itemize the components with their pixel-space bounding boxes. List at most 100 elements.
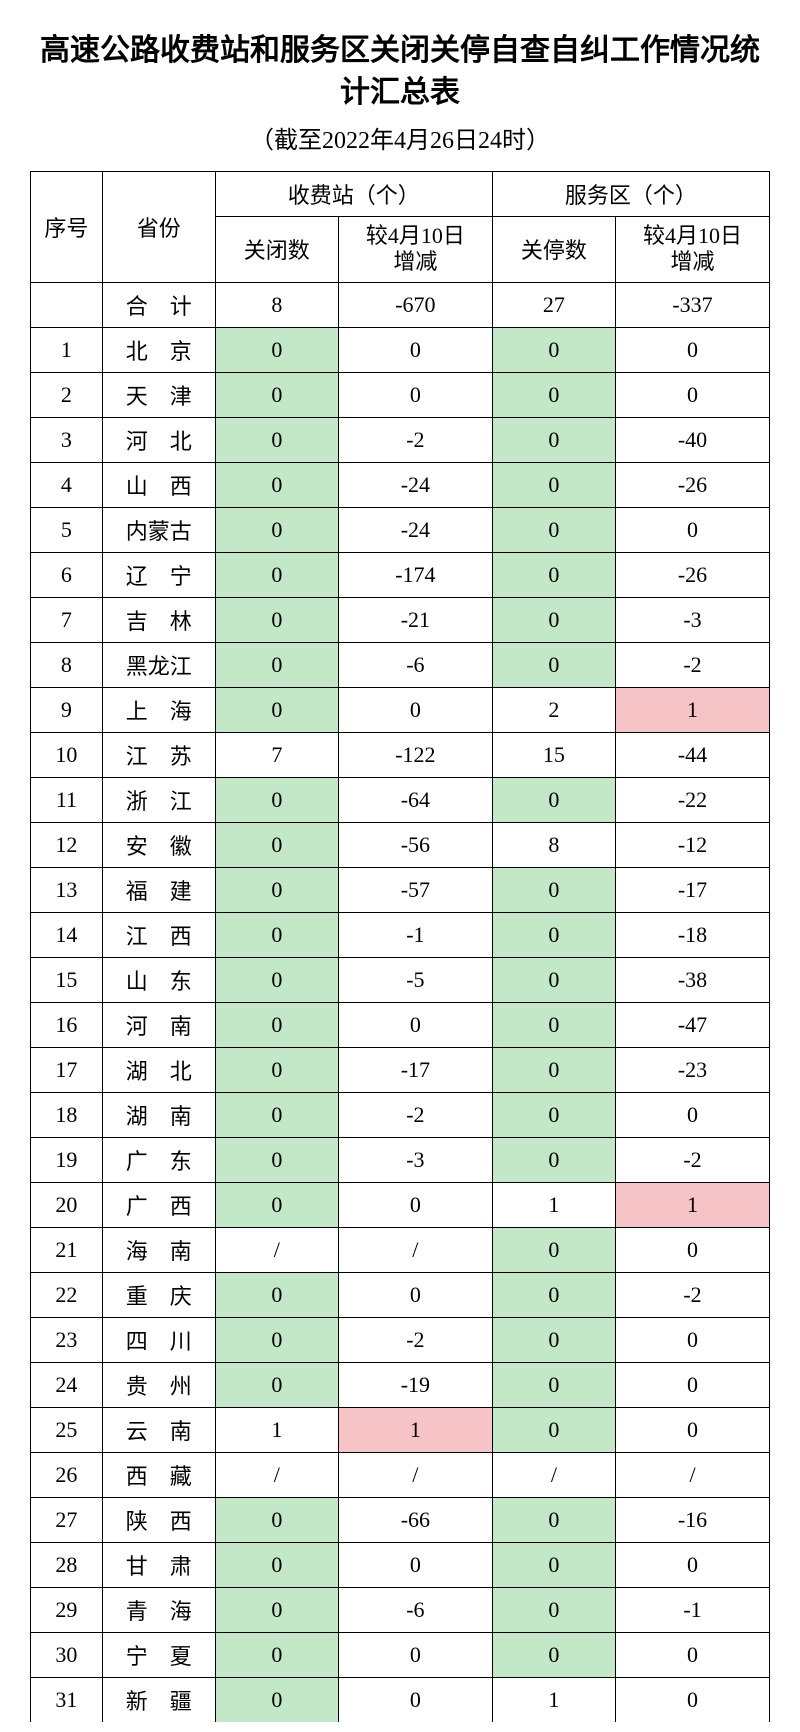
cell-toll-closed: 0 (215, 822, 338, 867)
cell-svc-closed: / (492, 1452, 615, 1497)
cell-toll-delta: 1 (338, 1407, 492, 1452)
cell-toll-closed: 0 (215, 1497, 338, 1542)
cell-province: 广 西 (102, 1182, 215, 1227)
table-row: 21海 南//00 (31, 1227, 770, 1272)
cell-svc-closed: 8 (492, 822, 615, 867)
cell-svc-closed: 0 (492, 597, 615, 642)
table-row: 12安 徽0-568-12 (31, 822, 770, 867)
cell-svc-delta: 0 (616, 1632, 770, 1677)
cell-toll-delta: -2 (338, 1317, 492, 1362)
table-row: 22重 庆000-2 (31, 1272, 770, 1317)
cell-toll-delta: 0 (338, 1632, 492, 1677)
cell-toll-delta: -6 (338, 1587, 492, 1632)
cell-toll-closed: / (215, 1227, 338, 1272)
cell-svc-delta: 0 (616, 1407, 770, 1452)
cell-toll-delta: -19 (338, 1362, 492, 1407)
cell-svc-delta: -22 (616, 777, 770, 822)
cell-toll-delta: 0 (338, 1272, 492, 1317)
cell-svc-closed: 15 (492, 732, 615, 777)
cell-province: 福 建 (102, 867, 215, 912)
total-toll-delta: -670 (338, 282, 492, 327)
header-svc-delta-l1: 较4月10日 (643, 223, 742, 248)
cell-svc-closed: 1 (492, 1182, 615, 1227)
cell-toll-closed: 0 (215, 1272, 338, 1317)
cell-svc-closed: 0 (492, 417, 615, 462)
cell-idx: 30 (31, 1632, 103, 1677)
total-toll-closed: 8 (215, 282, 338, 327)
cell-toll-delta: 0 (338, 1677, 492, 1722)
cell-toll-closed: 0 (215, 1002, 338, 1047)
cell-idx: 3 (31, 417, 103, 462)
table-row: 14江 西0-10-18 (31, 912, 770, 957)
cell-svc-delta: -44 (616, 732, 770, 777)
cell-province: 江 西 (102, 912, 215, 957)
cell-svc-closed: 0 (492, 1542, 615, 1587)
cell-svc-delta: -2 (616, 1137, 770, 1182)
cell-toll-delta: -3 (338, 1137, 492, 1182)
table-row: 4山 西0-240-26 (31, 462, 770, 507)
cell-svc-delta: -12 (616, 822, 770, 867)
cell-idx: 10 (31, 732, 103, 777)
cell-toll-closed: 0 (215, 1362, 338, 1407)
total-row: 合 计 8 -670 27 -337 (31, 282, 770, 327)
table-body: 合 计 8 -670 27 -337 1北 京00002天 津00003河 北0… (31, 282, 770, 1722)
cell-svc-closed: 0 (492, 507, 615, 552)
cell-toll-delta: / (338, 1227, 492, 1272)
cell-toll-delta: -24 (338, 462, 492, 507)
cell-province: 陕 西 (102, 1497, 215, 1542)
cell-toll-delta: -1 (338, 912, 492, 957)
cell-idx: 28 (31, 1542, 103, 1587)
cell-idx: 19 (31, 1137, 103, 1182)
cell-svc-closed: 0 (492, 957, 615, 1002)
cell-idx: 23 (31, 1317, 103, 1362)
stats-table: 序号 省份 收费站（个） 服务区（个） 关闭数 较4月10日 增减 关停数 较4… (30, 171, 770, 1722)
cell-idx: 16 (31, 1002, 103, 1047)
table-row: 13福 建0-570-17 (31, 867, 770, 912)
cell-toll-closed: 0 (215, 327, 338, 372)
cell-toll-delta: -2 (338, 417, 492, 462)
cell-svc-closed: 0 (492, 552, 615, 597)
cell-toll-delta: -66 (338, 1497, 492, 1542)
cell-svc-closed: 0 (492, 1407, 615, 1452)
cell-toll-delta: / (338, 1452, 492, 1497)
cell-svc-closed: 0 (492, 1632, 615, 1677)
table-row: 8黑龙江0-60-2 (31, 642, 770, 687)
cell-toll-delta: 0 (338, 1002, 492, 1047)
cell-idx: 4 (31, 462, 103, 507)
cell-svc-delta: -17 (616, 867, 770, 912)
cell-province: 浙 江 (102, 777, 215, 822)
cell-idx: 18 (31, 1092, 103, 1137)
table-row: 23四 川0-200 (31, 1317, 770, 1362)
cell-svc-delta: / (616, 1452, 770, 1497)
cell-toll-delta: -122 (338, 732, 492, 777)
cell-province: 江 苏 (102, 732, 215, 777)
cell-province: 吉 林 (102, 597, 215, 642)
cell-idx: 9 (31, 687, 103, 732)
cell-idx: 8 (31, 642, 103, 687)
cell-idx: 6 (31, 552, 103, 597)
table-row: 24贵 州0-1900 (31, 1362, 770, 1407)
cell-toll-closed: 0 (215, 1587, 338, 1632)
cell-idx: 15 (31, 957, 103, 1002)
cell-province: 云 南 (102, 1407, 215, 1452)
cell-toll-closed: 0 (215, 462, 338, 507)
cell-idx: 24 (31, 1362, 103, 1407)
cell-toll-delta: -57 (338, 867, 492, 912)
cell-idx: 11 (31, 777, 103, 822)
header-toll-closed: 关闭数 (215, 217, 338, 283)
cell-svc-closed: 0 (492, 1497, 615, 1542)
cell-province: 青 海 (102, 1587, 215, 1632)
cell-svc-closed: 0 (492, 1362, 615, 1407)
cell-idx: 26 (31, 1452, 103, 1497)
cell-province: 内蒙古 (102, 507, 215, 552)
cell-idx: 22 (31, 1272, 103, 1317)
cell-svc-closed: 0 (492, 372, 615, 417)
table-row: 15山 东0-50-38 (31, 957, 770, 1002)
cell-idx: 12 (31, 822, 103, 867)
cell-toll-delta: -17 (338, 1047, 492, 1092)
cell-toll-closed: 0 (215, 957, 338, 1002)
header-group-service: 服务区（个） (492, 172, 769, 217)
table-row: 5内蒙古0-2400 (31, 507, 770, 552)
cell-province: 安 徽 (102, 822, 215, 867)
cell-svc-delta: 0 (616, 1677, 770, 1722)
